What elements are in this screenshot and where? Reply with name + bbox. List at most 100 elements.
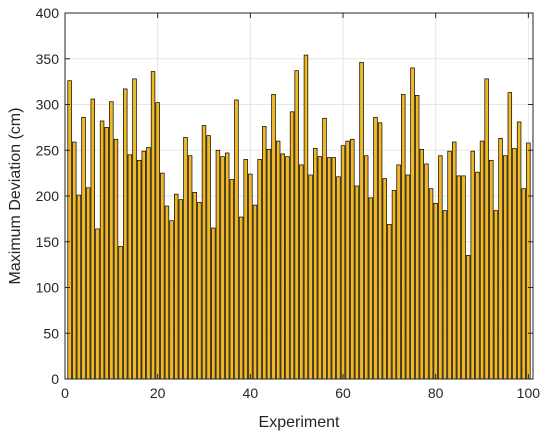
bar <box>387 224 392 380</box>
axis-ticks <box>64 12 533 380</box>
bar <box>81 116 86 380</box>
bar <box>252 204 258 380</box>
bar <box>248 173 253 380</box>
y-tick-label: 350 <box>36 51 60 67</box>
bar <box>456 175 462 380</box>
bar <box>414 94 420 380</box>
bar <box>438 155 443 380</box>
y-tick-label: 300 <box>36 97 60 113</box>
bar <box>313 148 318 380</box>
bar <box>229 179 235 380</box>
bar <box>442 210 448 380</box>
bar <box>201 125 207 380</box>
bar <box>76 194 82 380</box>
bar <box>410 67 415 380</box>
bar <box>322 117 327 380</box>
bar <box>484 78 489 380</box>
bar <box>516 121 522 380</box>
y-tick-label: 200 <box>36 188 60 204</box>
bar <box>266 148 272 380</box>
bar <box>447 150 452 380</box>
bar <box>72 141 77 380</box>
bar <box>368 197 374 380</box>
bar <box>512 148 517 380</box>
bar <box>507 92 513 380</box>
bar <box>299 164 304 380</box>
y-tick-label: 250 <box>36 142 60 158</box>
bar <box>502 155 508 380</box>
bar <box>136 159 142 380</box>
bar <box>433 202 438 380</box>
bar <box>104 127 109 380</box>
bar <box>271 94 276 380</box>
bar <box>396 164 401 380</box>
x-tick-labels: 0 20 40 60 80 100 <box>61 385 540 401</box>
bar <box>465 255 471 380</box>
bar <box>280 153 285 380</box>
bar <box>215 149 221 380</box>
x-tick-label: 100 <box>517 385 541 401</box>
bar <box>238 216 244 380</box>
bar <box>428 188 434 380</box>
bar <box>187 155 193 380</box>
bar <box>90 98 96 380</box>
bar <box>132 78 137 380</box>
bar <box>164 205 170 380</box>
bar <box>118 245 123 380</box>
y-tick-labels: 0 50 100 150 200 250 300 350 400 <box>36 5 60 387</box>
bar <box>340 145 346 380</box>
bar <box>526 142 531 380</box>
bar <box>95 228 100 380</box>
bar <box>489 159 494 380</box>
bar <box>377 122 383 380</box>
bar <box>289 111 295 380</box>
bar <box>405 174 411 380</box>
x-tick-label: 40 <box>243 385 259 401</box>
bar <box>275 140 281 380</box>
bar <box>127 154 133 380</box>
bar <box>382 178 387 380</box>
y-axis-label: Maximum Deviation (cm) <box>7 108 24 285</box>
x-axis-label: Experiment <box>259 414 340 431</box>
y-tick-label: 150 <box>36 234 60 250</box>
bar <box>206 135 211 380</box>
bar <box>113 138 119 380</box>
bar <box>336 176 341 380</box>
bar <box>303 54 309 380</box>
bar <box>234 99 239 380</box>
y-tick-label: 50 <box>43 325 59 341</box>
bar <box>479 140 485 380</box>
bar <box>359 62 364 380</box>
bar-series <box>67 54 531 380</box>
bar <box>109 101 114 380</box>
bar <box>294 70 299 380</box>
x-tick-label: 0 <box>61 385 69 401</box>
bar <box>141 150 146 380</box>
bar <box>401 94 406 380</box>
bar <box>391 190 397 380</box>
bar <box>498 138 503 380</box>
bar <box>67 80 72 380</box>
bar <box>419 148 425 380</box>
bar <box>331 157 336 380</box>
bar <box>363 155 369 380</box>
bar <box>211 227 216 380</box>
bar <box>197 202 202 380</box>
bar <box>461 175 466 380</box>
bar <box>257 159 262 380</box>
x-tick-label: 80 <box>428 385 444 401</box>
bar <box>192 191 197 380</box>
bar <box>174 193 179 380</box>
bar <box>452 141 457 380</box>
y-tick-label: 100 <box>36 280 60 296</box>
bar <box>183 137 188 380</box>
y-tick-label: 400 <box>36 5 60 21</box>
bar <box>317 156 323 380</box>
bar <box>521 188 526 380</box>
bar <box>308 174 313 380</box>
bar <box>99 120 105 380</box>
bar <box>220 156 225 380</box>
bar <box>146 147 151 380</box>
bar <box>169 220 174 380</box>
